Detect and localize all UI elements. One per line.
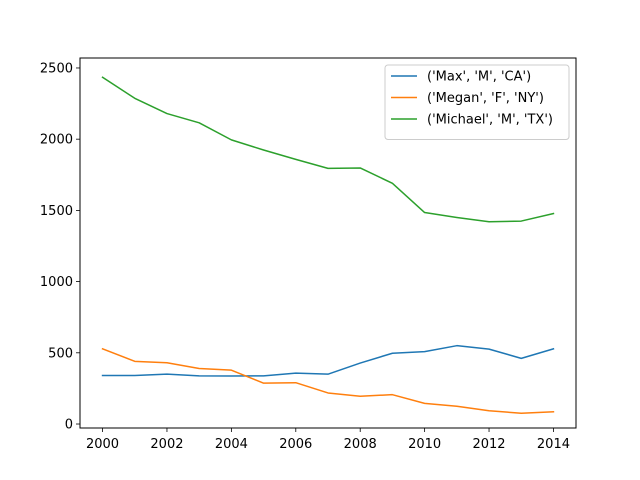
- legend-label-2: ('Michael', 'M', 'TX'): [427, 113, 553, 128]
- y-tick-label: 0: [65, 418, 73, 433]
- y-tick-label: 1500: [40, 204, 73, 219]
- x-tick-label: 2012: [472, 437, 505, 452]
- x-tick-label: 2004: [215, 437, 248, 452]
- x-tick-label: 2010: [408, 437, 441, 452]
- x-tick-label: 2000: [86, 437, 119, 452]
- series-line-0: [101, 344, 555, 377]
- legend: ('Max', 'M', 'CA') ('Megan', 'F', 'NY') ('…: [384, 64, 570, 140]
- legend-label-1: ('Megan', 'F', 'NY'): [427, 91, 544, 106]
- legend-label-0: ('Max', 'M', 'CA'): [427, 70, 531, 85]
- x-tick-label: 2002: [150, 437, 183, 452]
- y-tick-label: 500: [48, 346, 73, 361]
- series-line-1: [101, 347, 555, 414]
- x-tick-label: 2008: [344, 437, 377, 452]
- series-layer: [101, 76, 555, 414]
- legend-box: [384, 64, 570, 140]
- axes-frame: [79, 57, 577, 429]
- x-tick-label: 2014: [537, 437, 570, 452]
- axes-layer: 2000 2002 2004 2006 2008 2010 2012 2014 0 500 1000…: [40, 57, 577, 452]
- series-line-2: [101, 76, 555, 223]
- y-tick-label: 2000: [40, 133, 73, 148]
- y-tick-label: 2500: [40, 61, 73, 76]
- x-tick-label: 2006: [279, 437, 312, 452]
- y-tick-label: 1000: [40, 275, 73, 290]
